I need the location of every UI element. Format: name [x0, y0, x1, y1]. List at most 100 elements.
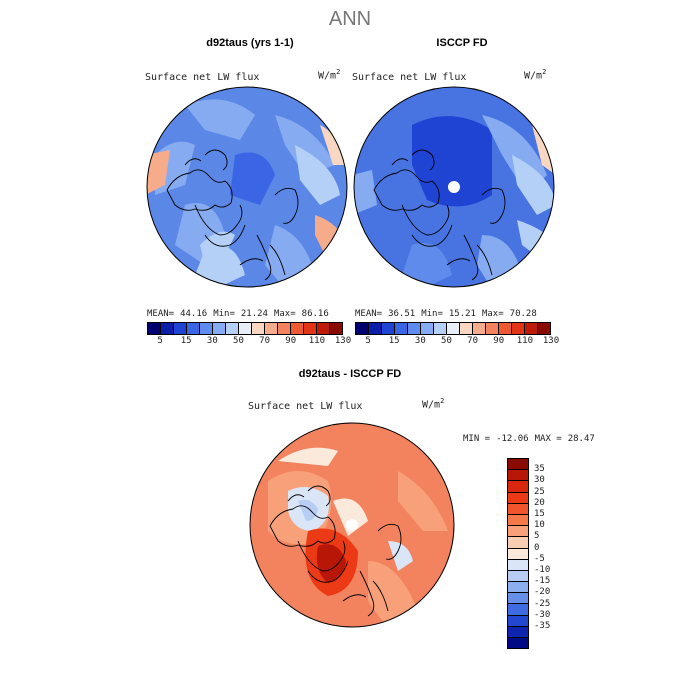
diff-colorbar-swatch [508, 526, 528, 538]
diff-colorbar-tick: 5 [534, 531, 540, 542]
main-title: ANN [328, 8, 372, 30]
obs-stats: MEAN= 36.51 Min= 15.21 Max= 70.28 [355, 309, 537, 319]
diff-colorbar-tick: -30 [534, 609, 551, 620]
diff-colorbar-swatch [508, 492, 528, 504]
diff-colorbar-tick: -5 [534, 553, 545, 564]
obs-colorbar-swatch [460, 323, 473, 334]
model-stats: MEAN= 44.16 Min= 21.24 Max= 86.16 [147, 309, 329, 319]
diff-colorbar-swatch [508, 470, 528, 482]
model-colorbar-swatch [161, 323, 174, 334]
diff-colorbar [507, 458, 529, 650]
diff-colorbar-tick: 30 [534, 475, 545, 486]
diff-panel-title: d92taus - ISCCP FD [298, 368, 402, 380]
diff-colorbar-tick: -15 [534, 576, 551, 587]
obs-colorbar-swatch [486, 323, 499, 334]
obs-colorbar-tick: 5 [365, 336, 371, 346]
diff-colorbar-swatch [508, 570, 528, 583]
diff-units-label: W/m2 [422, 397, 445, 411]
diff-colorbar-swatch [508, 514, 528, 527]
model-colorbar-swatch [291, 323, 304, 334]
obs-colorbar-tick: 90 [493, 336, 505, 346]
model-colorbar: 5 15 30 50 70 90 110 130 [147, 322, 351, 347]
obs-colorbar-tick: 110 [516, 336, 533, 346]
model-colorbar-ticks: 5 15 30 50 70 90 110 130 [147, 335, 351, 347]
diff-colorbar-swatch [508, 548, 528, 560]
diff-colorbar-tick: -20 [534, 587, 551, 598]
model-colorbar-tick: 110 [308, 336, 325, 346]
diff-colorbar-swatch [508, 615, 528, 627]
model-colorbar-tick: 70 [259, 336, 271, 346]
obs-polar-map [353, 86, 555, 288]
diff-colorbar-swatch [508, 559, 528, 571]
obs-colorbar-swatch [369, 323, 382, 334]
obs-variable-label: Surface net LW flux [352, 72, 467, 83]
diff-colorbar-tick: 20 [534, 497, 545, 508]
model-colorbar-tick: 5 [157, 336, 163, 346]
obs-colorbar-swatch [356, 323, 369, 334]
obs-colorbar-swatch [525, 323, 538, 334]
diff-colorbar-tick: 0 [534, 542, 540, 553]
model-colorbar-swatch [265, 323, 278, 334]
model-colorbar-swatch [213, 323, 226, 334]
diff-colorbar-swatch [508, 593, 528, 605]
diff-colorbar-swatch [508, 604, 528, 616]
obs-colorbar-tick: 30 [414, 336, 426, 346]
model-colorbar-swatch [304, 323, 317, 334]
diff-polar-map [249, 422, 455, 628]
model-colorbar-swatch [278, 323, 291, 334]
diff-colorbar-tick: -25 [534, 598, 551, 609]
model-panel-title: d92taus (yrs 1-1) [206, 37, 294, 49]
obs-colorbar-swatch [408, 323, 421, 334]
diff-colorbar-tick: 15 [534, 509, 545, 519]
model-colorbar-tick: 50 [233, 336, 244, 346]
obs-colorbar-swatch [421, 323, 434, 334]
model-colorbar-swatch [317, 323, 330, 334]
obs-units-label: W/m2 [524, 68, 547, 82]
obs-colorbar-swatch [512, 323, 525, 334]
model-units-label: W/m2 [318, 68, 341, 82]
diff-colorbar-tick: 35 [534, 464, 545, 475]
diff-variable-label: Surface net LW flux [248, 401, 363, 412]
model-colorbar-tick: 130 [334, 336, 352, 346]
obs-colorbar-tick: 50 [441, 336, 452, 346]
obs-pole-hole [448, 181, 460, 193]
diff-colorbar-swatch [508, 481, 528, 493]
model-colorbar-tick: 15 [180, 336, 192, 346]
obs-colorbar-swatch [395, 323, 408, 334]
diff-colorbar-swatch [508, 537, 528, 549]
model-colorbar-swatch [226, 323, 239, 334]
obs-colorbar-ticks: 5 15 30 50 70 90 110 130 [355, 335, 559, 347]
diff-colorbar-tick: 25 [534, 486, 545, 497]
obs-colorbar-swatch [473, 323, 486, 334]
diff-colorbar-tick: -35 [534, 621, 551, 631]
obs-panel-title: ISCCP FD [436, 37, 488, 49]
obs-colorbar-swatch [499, 323, 512, 334]
model-colorbar-swatch [239, 323, 252, 334]
diff-stats: MIN = -12.06 MAX = 28.47 [463, 434, 595, 444]
obs-colorbar-swatch [538, 323, 550, 334]
model-polar-map [146, 86, 348, 288]
model-colorbar-swatch [252, 323, 265, 334]
diff-colorbar-swatch [508, 582, 528, 594]
diff-colorbar-swatch [508, 626, 528, 638]
model-variable-label: Surface net LW flux [145, 72, 260, 83]
obs-colorbar-tick: 70 [467, 336, 479, 346]
model-colorbar-swatch [187, 323, 200, 334]
diff-colorbar-swatch [508, 459, 528, 471]
diff-pole-hole [346, 519, 358, 531]
obs-colorbar: 5 15 30 50 70 90 110 130 [355, 322, 559, 347]
obs-colorbar-swatch [447, 323, 460, 334]
obs-colorbar-swatch [382, 323, 395, 334]
diff-colorbar-swatch [508, 638, 528, 649]
model-colorbar-swatch [174, 323, 187, 334]
model-colorbar-swatch [148, 323, 161, 334]
obs-colorbar-tick: 15 [388, 336, 400, 346]
diff-colorbar-swatch [508, 503, 528, 515]
model-colorbar-swatch [330, 323, 342, 334]
model-colorbar-swatch [200, 323, 213, 334]
model-colorbar-tick: 90 [285, 336, 297, 346]
obs-colorbar-swatch [434, 323, 447, 334]
obs-colorbar-tick: 130 [542, 336, 560, 346]
diff-colorbar-tick: -10 [534, 565, 551, 575]
model-colorbar-tick: 30 [206, 336, 218, 346]
